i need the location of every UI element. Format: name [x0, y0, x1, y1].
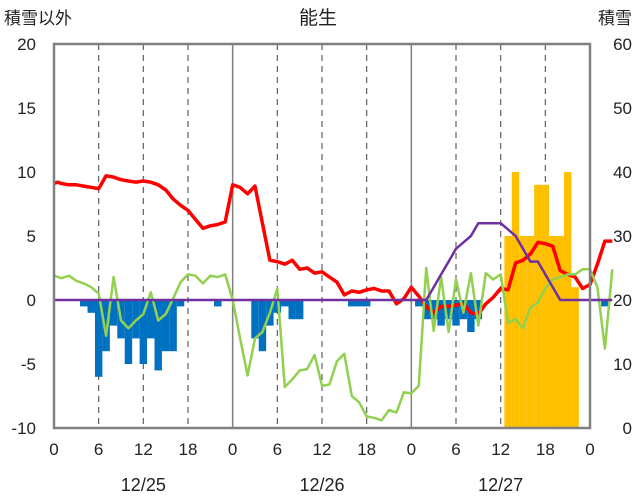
date-label: 12/27	[478, 475, 523, 495]
x-tick-label: 6	[94, 440, 103, 459]
bar-blue	[444, 300, 453, 320]
date-label: 12/25	[121, 475, 166, 495]
right-tick-label: 30	[613, 227, 632, 246]
bar-blue	[109, 300, 118, 326]
bar-orange	[534, 184, 542, 428]
bar-blue	[139, 300, 148, 364]
x-tick-label: 0	[585, 440, 594, 459]
bar-orange	[549, 236, 557, 428]
x-tick-label: 12	[491, 440, 510, 459]
bar-blue	[601, 300, 609, 307]
right-axis-ticks: 60 50 40 30 20 10 0	[613, 35, 632, 438]
bar-blue	[273, 300, 282, 313]
plot-frame	[52, 42, 592, 430]
right-tick-label: 10	[613, 355, 632, 374]
bar-blue	[348, 300, 356, 307]
bar-orange	[541, 184, 550, 428]
bar-blue	[295, 300, 304, 320]
bar-blue	[437, 300, 445, 326]
bar-blue	[429, 300, 438, 320]
bar-blue	[124, 300, 133, 364]
left-tick-label: -10	[11, 419, 36, 438]
line-series	[53, 174, 614, 422]
x-tick-label: 0	[49, 440, 58, 459]
bar-blue	[258, 300, 267, 352]
bar-blue	[147, 300, 155, 339]
bar-blue	[355, 300, 363, 307]
bar-blue	[288, 300, 296, 320]
bar-blue	[251, 300, 259, 339]
x-tick-label: 18	[536, 440, 555, 459]
left-tick-label: 5	[27, 227, 36, 246]
bar-blue	[154, 300, 162, 371]
x-tick-label: 18	[179, 440, 198, 459]
line-green	[53, 266, 614, 422]
left-tick-label: 10	[17, 163, 36, 182]
x-tick-label: 0	[228, 440, 237, 459]
bar-blue	[102, 300, 110, 352]
x-tick-label: 6	[451, 440, 460, 459]
right-axis-label: 積雪	[598, 9, 632, 29]
grid	[98, 44, 546, 428]
left-axis-label: 積雪以外	[4, 9, 72, 29]
bar-orange	[526, 236, 535, 428]
bar-blue	[415, 300, 423, 307]
x-tick-label: 12	[134, 440, 153, 459]
bar-blue	[474, 300, 483, 320]
bar-blue	[176, 300, 185, 307]
bar-orange	[504, 236, 512, 428]
bar-blue	[281, 300, 289, 307]
bar-blue	[214, 300, 222, 307]
bar-blue	[362, 300, 371, 307]
right-tick-label: 50	[613, 99, 632, 118]
bar-blue	[467, 300, 475, 332]
date-label: 12/26	[299, 475, 344, 495]
left-tick-label: 15	[17, 99, 36, 118]
bar-orange	[556, 236, 564, 428]
bar-orange	[571, 287, 579, 428]
right-tick-label: 20	[613, 291, 632, 310]
x-tick-label: 18	[357, 440, 376, 459]
x-axis-ticks: 0 6 12 18 0 6 12 18 0 6 12 18 0	[49, 440, 594, 459]
chart-title: 能生	[299, 7, 337, 29]
x-tick-label: 6	[273, 440, 282, 459]
line-purple	[54, 221, 613, 302]
right-tick-label: 0	[623, 419, 632, 438]
right-tick-label: 40	[613, 163, 632, 182]
left-tick-label: 20	[17, 35, 36, 54]
bar-blue	[94, 300, 103, 377]
left-tick-label: -5	[21, 355, 36, 374]
bar-blue	[87, 300, 95, 313]
bar-blue	[422, 300, 430, 320]
right-tick-label: 60	[613, 35, 632, 54]
date-labels: 12/25 12/26 12/27	[121, 475, 523, 495]
left-axis-ticks: 20 15 10 5 0 -5 -10	[11, 35, 36, 438]
bar-blue	[169, 300, 177, 352]
x-tick-label: 0	[407, 440, 416, 459]
line-red	[53, 174, 613, 316]
x-tick-label: 12	[313, 440, 332, 459]
left-tick-label: 0	[27, 291, 36, 310]
bar-blue	[452, 300, 460, 326]
bar-orange	[511, 172, 520, 428]
bar-orange	[519, 236, 527, 428]
bar-blue	[161, 300, 170, 352]
bar-blue	[80, 300, 88, 307]
